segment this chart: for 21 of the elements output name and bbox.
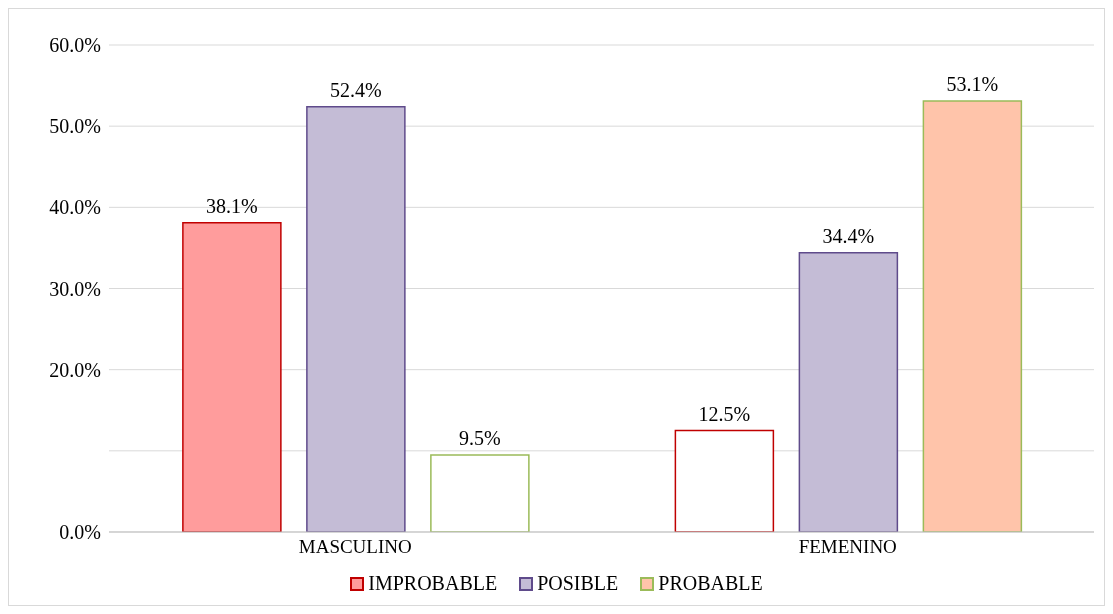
data-label: 52.4% [330, 78, 382, 101]
legend-label: IMPROBABLE [368, 572, 498, 595]
data-label: 38.1% [206, 194, 258, 217]
y-tick-label: 20.0% [49, 358, 101, 381]
legend-label: PROBABLE [658, 572, 763, 595]
y-tick-label: 30.0% [49, 277, 101, 300]
y-tick-label: 60.0% [49, 34, 101, 57]
x-tick-label: FEMENINO [798, 536, 897, 558]
x-tick-label: MASCULINO [298, 536, 412, 558]
data-label: 9.5% [459, 426, 501, 449]
y-tick-label: 50.0% [49, 115, 101, 138]
bar [922, 100, 1023, 532]
bar [798, 252, 899, 532]
y-tick-label: 40.0% [49, 196, 101, 219]
legend-label: POSIBLE [537, 572, 619, 595]
bar [306, 105, 406, 532]
data-label: 12.5% [698, 402, 751, 425]
data-label: 34.4% [822, 224, 875, 247]
y-tick-label: 0.0% [59, 521, 101, 544]
bar [182, 222, 282, 532]
data-label: 53.1% [946, 73, 999, 95]
